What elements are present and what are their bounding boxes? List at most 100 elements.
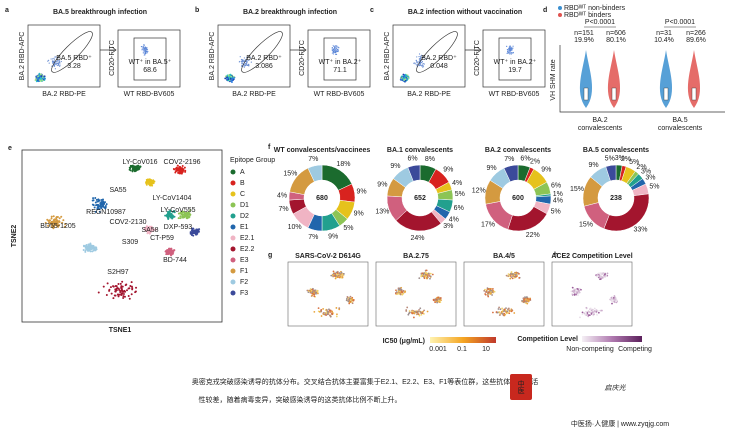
dot bbox=[599, 278, 602, 280]
dot bbox=[419, 57, 421, 60]
dot bbox=[53, 64, 56, 67]
dot bbox=[167, 216, 170, 219]
dot bbox=[61, 221, 64, 224]
label: 33% bbox=[634, 226, 648, 233]
dot bbox=[51, 61, 54, 63]
dot bbox=[132, 166, 135, 169]
dot bbox=[507, 50, 509, 53]
dot bbox=[524, 296, 526, 299]
dot bbox=[92, 246, 95, 249]
dot bbox=[169, 209, 172, 212]
dot bbox=[422, 65, 425, 67]
map-frame bbox=[551, 261, 633, 327]
dot bbox=[170, 251, 173, 254]
dot bbox=[337, 46, 339, 48]
label: 9% bbox=[541, 167, 551, 174]
dot bbox=[498, 311, 501, 314]
label: 238 bbox=[610, 195, 622, 202]
dot bbox=[245, 63, 247, 65]
dot bbox=[170, 250, 173, 253]
dot bbox=[510, 310, 513, 313]
dot bbox=[508, 49, 511, 51]
dot bbox=[187, 215, 190, 218]
dot bbox=[125, 289, 128, 292]
dot bbox=[492, 311, 494, 314]
dot bbox=[331, 47, 333, 49]
label: RBDᵂᵀ binders bbox=[564, 12, 612, 19]
dot bbox=[143, 48, 146, 50]
dot bbox=[599, 309, 602, 312]
dot bbox=[154, 228, 157, 231]
dot bbox=[119, 290, 122, 293]
dot bbox=[173, 168, 176, 171]
dot bbox=[179, 215, 182, 218]
dot bbox=[51, 222, 54, 225]
dot bbox=[84, 250, 87, 253]
dot bbox=[511, 49, 513, 51]
dot bbox=[335, 271, 338, 274]
dot bbox=[318, 310, 321, 313]
dot bbox=[137, 167, 140, 170]
gate bbox=[323, 37, 357, 81]
legend-dot bbox=[230, 180, 236, 186]
dot bbox=[149, 226, 152, 229]
dot bbox=[191, 230, 194, 233]
dot bbox=[179, 166, 182, 169]
dot bbox=[53, 57, 55, 60]
dot bbox=[55, 215, 58, 218]
label: 2% bbox=[530, 159, 540, 166]
dot bbox=[245, 60, 247, 63]
donut-segment bbox=[503, 164, 519, 183]
label: TSNE1 bbox=[109, 327, 132, 334]
label: 9% bbox=[328, 233, 338, 240]
dot bbox=[416, 64, 418, 66]
label: n=31 bbox=[656, 30, 672, 37]
dot bbox=[131, 288, 134, 291]
dot bbox=[144, 50, 146, 52]
dot bbox=[120, 286, 123, 289]
dot bbox=[97, 200, 100, 203]
dot bbox=[183, 166, 186, 169]
dot bbox=[52, 215, 55, 218]
dot bbox=[526, 296, 528, 298]
legend-dot bbox=[230, 268, 236, 274]
label: n=266 bbox=[686, 30, 706, 37]
dot bbox=[334, 272, 337, 275]
dot bbox=[336, 45, 338, 47]
dot bbox=[590, 313, 593, 315]
label: WT convalescents/vaccinees bbox=[274, 147, 371, 154]
label: LY-CoV1404 bbox=[153, 195, 192, 202]
dot bbox=[592, 311, 594, 313]
dot bbox=[405, 310, 408, 312]
dot bbox=[143, 44, 145, 47]
label: BA.2 bbox=[592, 117, 607, 124]
dot bbox=[414, 62, 416, 64]
label: 18% bbox=[336, 161, 350, 168]
dot bbox=[309, 288, 312, 290]
dot bbox=[596, 275, 599, 278]
dot bbox=[526, 299, 528, 302]
label: BA.2 infection without vaccination bbox=[408, 9, 522, 16]
dot bbox=[99, 204, 102, 207]
label: 5% bbox=[605, 155, 615, 162]
label: BA.2 RBD-PE bbox=[407, 91, 451, 98]
label: 680 bbox=[316, 195, 328, 202]
label: BA.2 breakthrough infection bbox=[243, 9, 337, 16]
dot bbox=[497, 308, 500, 310]
dot bbox=[332, 48, 334, 50]
dot bbox=[112, 285, 115, 288]
dot bbox=[182, 169, 185, 172]
donut-segment bbox=[605, 164, 617, 182]
dot bbox=[597, 272, 600, 275]
dot bbox=[47, 60, 49, 62]
label: 10.4% bbox=[654, 37, 674, 44]
dot bbox=[145, 183, 148, 186]
dot bbox=[400, 288, 403, 291]
dot bbox=[573, 291, 576, 294]
dot bbox=[230, 75, 233, 78]
dot bbox=[48, 62, 50, 64]
dot bbox=[429, 272, 432, 275]
label: CD20-FITC bbox=[109, 40, 116, 76]
dot bbox=[413, 62, 415, 64]
label: 10% bbox=[288, 224, 302, 231]
